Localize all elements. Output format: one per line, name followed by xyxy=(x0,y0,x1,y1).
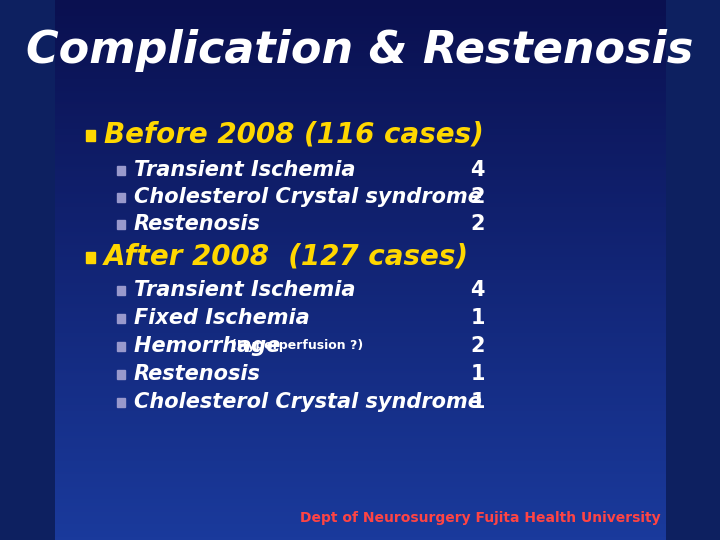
Text: Before 2008 (116 cases): Before 2008 (116 cases) xyxy=(104,121,484,149)
Text: Transient Ischemia: Transient Ischemia xyxy=(133,280,355,300)
Text: Dept of Neurosurgery Fujita Health University: Dept of Neurosurgery Fujita Health Unive… xyxy=(300,511,661,525)
Text: Transient Ischemia: Transient Ischemia xyxy=(133,160,355,180)
Bar xyxy=(117,165,125,174)
Text: Complication & Restenosis: Complication & Restenosis xyxy=(27,29,693,71)
Text: Hemorrhage: Hemorrhage xyxy=(133,336,287,356)
Text: Cholesterol Crystal syndrome: Cholesterol Crystal syndrome xyxy=(133,187,482,207)
Bar xyxy=(117,192,125,201)
Text: 4: 4 xyxy=(470,160,485,180)
Bar xyxy=(86,130,95,140)
Text: 1: 1 xyxy=(470,364,485,384)
Bar xyxy=(117,341,125,350)
Bar xyxy=(117,219,125,228)
Bar xyxy=(86,252,95,262)
Bar xyxy=(117,397,125,407)
Text: Restenosis: Restenosis xyxy=(133,364,261,384)
Text: 1: 1 xyxy=(470,308,485,328)
Text: After 2008  (127 cases): After 2008 (127 cases) xyxy=(104,243,469,271)
Text: 4: 4 xyxy=(470,280,485,300)
Text: 1: 1 xyxy=(470,392,485,412)
Text: Restenosis: Restenosis xyxy=(133,214,261,234)
Text: 2: 2 xyxy=(470,214,485,234)
Bar xyxy=(117,286,125,294)
Text: 2: 2 xyxy=(470,336,485,356)
Bar xyxy=(117,314,125,322)
Bar xyxy=(117,369,125,379)
Text: Cholesterol Crystal syndrome: Cholesterol Crystal syndrome xyxy=(133,392,482,412)
Text: 2: 2 xyxy=(470,187,485,207)
Text: (Hyperperfusion ?): (Hyperperfusion ?) xyxy=(231,340,364,353)
Text: Fixed Ischemia: Fixed Ischemia xyxy=(133,308,310,328)
